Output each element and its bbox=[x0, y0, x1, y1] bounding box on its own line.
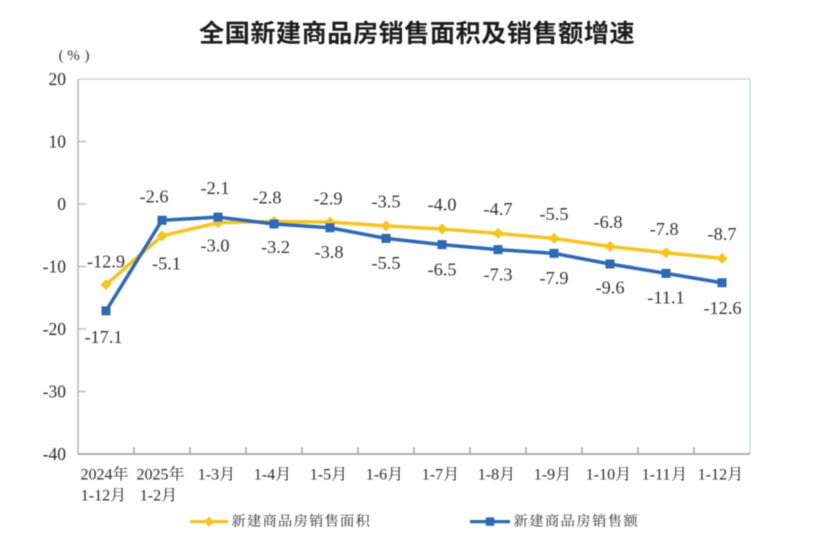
svg-text:-2.1: -2.1 bbox=[201, 178, 230, 198]
svg-text:-2.8: -2.8 bbox=[253, 187, 282, 207]
svg-text:1-10: 1-10 bbox=[586, 467, 615, 484]
svg-text:(: ( bbox=[59, 48, 64, 64]
svg-text:1-7: 1-7 bbox=[422, 467, 443, 484]
svg-text:2024: 2024 bbox=[81, 467, 113, 484]
svg-text:-5.5: -5.5 bbox=[540, 204, 569, 224]
svg-text:-20: -20 bbox=[43, 319, 67, 339]
svg-text:-7.3: -7.3 bbox=[484, 264, 513, 284]
svg-text:-5.5: -5.5 bbox=[372, 253, 401, 273]
svg-text:%: % bbox=[67, 48, 80, 64]
svg-text:-12.6: -12.6 bbox=[703, 298, 741, 318]
svg-text:1-5: 1-5 bbox=[310, 467, 331, 484]
svg-text:-5.1: -5.1 bbox=[152, 254, 181, 274]
svg-text:-3.0: -3.0 bbox=[201, 235, 230, 255]
svg-text:-9.6: -9.6 bbox=[596, 278, 625, 298]
svg-text:-6.8: -6.8 bbox=[594, 212, 623, 232]
svg-text:0: 0 bbox=[57, 194, 66, 214]
svg-text:-3.2: -3.2 bbox=[261, 237, 290, 257]
svg-text:1-8: 1-8 bbox=[478, 467, 499, 484]
svg-text:-17.1: -17.1 bbox=[84, 327, 122, 347]
svg-text:1-3: 1-3 bbox=[198, 467, 219, 484]
svg-text:-2.6: -2.6 bbox=[140, 186, 169, 206]
svg-text:1-9: 1-9 bbox=[534, 467, 555, 484]
svg-text:-2.9: -2.9 bbox=[314, 188, 343, 208]
svg-text:20: 20 bbox=[49, 69, 67, 89]
svg-text:-11.1: -11.1 bbox=[647, 288, 684, 308]
svg-text:1-2: 1-2 bbox=[140, 488, 161, 505]
svg-text:10: 10 bbox=[49, 132, 67, 152]
svg-text:-10: -10 bbox=[43, 257, 67, 277]
svg-text:-7.8: -7.8 bbox=[650, 219, 679, 239]
svg-text:-4.7: -4.7 bbox=[484, 199, 513, 219]
svg-text:-6.5: -6.5 bbox=[428, 259, 457, 279]
svg-text:-30: -30 bbox=[43, 382, 67, 402]
svg-text:-7.9: -7.9 bbox=[540, 268, 569, 288]
svg-text:): ) bbox=[85, 48, 90, 64]
svg-text:-12.9: -12.9 bbox=[87, 251, 125, 271]
svg-text:-3.8: -3.8 bbox=[315, 242, 344, 262]
svg-text:2025: 2025 bbox=[137, 467, 169, 484]
svg-text:1-11: 1-11 bbox=[642, 467, 671, 484]
svg-text:1-12: 1-12 bbox=[698, 467, 727, 484]
svg-text:-3.5: -3.5 bbox=[372, 192, 401, 212]
svg-text:1-4: 1-4 bbox=[254, 467, 275, 484]
svg-text:1-12: 1-12 bbox=[81, 488, 110, 505]
svg-text:-8.7: -8.7 bbox=[708, 224, 737, 244]
svg-text:1-6: 1-6 bbox=[366, 467, 387, 484]
svg-text:-4.0: -4.0 bbox=[428, 195, 457, 215]
svg-text:-40: -40 bbox=[43, 444, 67, 464]
